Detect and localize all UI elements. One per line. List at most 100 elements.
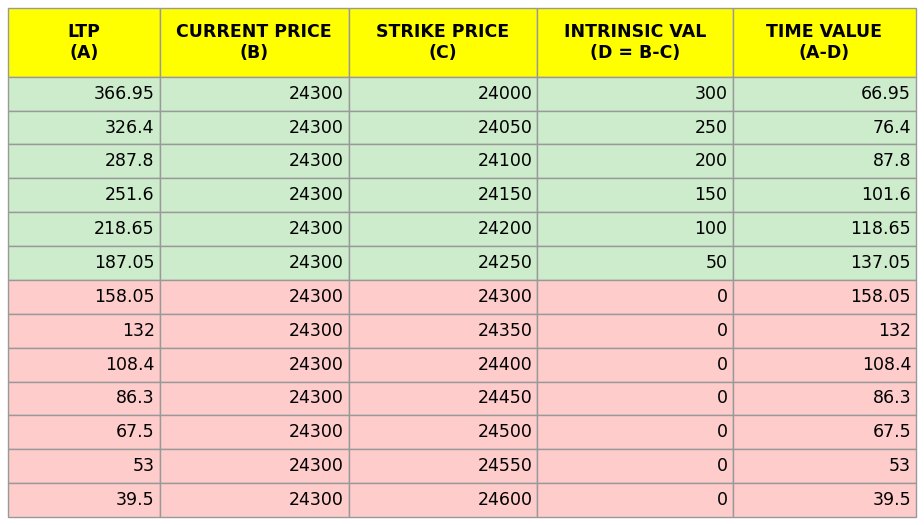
Text: 158.05: 158.05	[850, 288, 911, 306]
Text: 200: 200	[695, 152, 727, 171]
Bar	[160, 246, 348, 280]
Text: 132: 132	[122, 322, 154, 340]
Bar	[160, 483, 348, 517]
Bar	[8, 212, 160, 246]
Text: 132: 132	[878, 322, 911, 340]
Text: 24050: 24050	[478, 119, 532, 136]
Text: LTP
(A): LTP (A)	[67, 23, 101, 62]
Bar	[348, 246, 538, 280]
Text: 24500: 24500	[478, 423, 532, 442]
Bar	[348, 144, 538, 178]
Bar	[538, 77, 733, 111]
Bar	[538, 280, 733, 314]
Bar	[348, 449, 538, 483]
Bar	[8, 382, 160, 415]
Bar	[538, 314, 733, 348]
Bar	[538, 212, 733, 246]
Bar	[733, 246, 916, 280]
Bar	[348, 111, 538, 144]
Bar	[160, 382, 348, 415]
Text: 0: 0	[717, 288, 727, 306]
Text: 24600: 24600	[478, 491, 532, 509]
Text: 24150: 24150	[478, 186, 532, 204]
Text: 251.6: 251.6	[105, 186, 154, 204]
Bar	[733, 212, 916, 246]
Text: 0: 0	[717, 423, 727, 442]
Text: 24250: 24250	[478, 254, 532, 272]
Bar	[160, 77, 348, 111]
Text: 24300: 24300	[288, 152, 344, 171]
Text: 0: 0	[717, 457, 727, 475]
Text: 50: 50	[706, 254, 727, 272]
Text: 287.8: 287.8	[105, 152, 154, 171]
Bar	[8, 483, 160, 517]
Text: 24550: 24550	[478, 457, 532, 475]
Text: 39.5: 39.5	[116, 491, 154, 509]
Bar	[160, 212, 348, 246]
Text: 24300: 24300	[288, 288, 344, 306]
Bar	[348, 8, 538, 77]
Bar	[538, 246, 733, 280]
Bar	[348, 314, 538, 348]
Bar	[348, 77, 538, 111]
Text: 24300: 24300	[288, 254, 344, 272]
Bar	[538, 415, 733, 449]
Bar	[160, 415, 348, 449]
Bar	[538, 483, 733, 517]
Bar	[538, 8, 733, 77]
Bar	[8, 111, 160, 144]
Bar	[733, 449, 916, 483]
Text: 86.3: 86.3	[872, 390, 911, 407]
Bar	[8, 178, 160, 212]
Text: 118.65: 118.65	[850, 220, 911, 238]
Bar	[538, 178, 733, 212]
Bar	[160, 348, 348, 382]
Bar	[8, 449, 160, 483]
Bar	[348, 483, 538, 517]
Text: 24300: 24300	[288, 85, 344, 103]
Text: 66.95: 66.95	[861, 85, 911, 103]
Text: 24300: 24300	[288, 186, 344, 204]
Bar	[733, 111, 916, 144]
Text: 24200: 24200	[478, 220, 532, 238]
Text: 150: 150	[695, 186, 727, 204]
Text: 67.5: 67.5	[116, 423, 154, 442]
Bar	[8, 8, 160, 77]
Bar	[8, 314, 160, 348]
Bar	[160, 314, 348, 348]
Text: 53: 53	[133, 457, 154, 475]
Text: 250: 250	[695, 119, 727, 136]
Bar	[348, 178, 538, 212]
Bar	[733, 348, 916, 382]
Text: 0: 0	[717, 390, 727, 407]
Text: STRIKE PRICE
(C): STRIKE PRICE (C)	[376, 23, 509, 62]
Bar	[538, 449, 733, 483]
Text: 53: 53	[889, 457, 911, 475]
Bar	[160, 111, 348, 144]
Bar	[733, 483, 916, 517]
Text: 24300: 24300	[288, 322, 344, 340]
Bar	[160, 449, 348, 483]
Text: 0: 0	[717, 322, 727, 340]
Text: INTRINSIC VAL
(D = B-C): INTRINSIC VAL (D = B-C)	[564, 23, 706, 62]
Text: 100: 100	[695, 220, 727, 238]
Text: 137.05: 137.05	[850, 254, 911, 272]
Text: 24350: 24350	[478, 322, 532, 340]
Text: 24300: 24300	[288, 390, 344, 407]
Bar	[733, 144, 916, 178]
Text: 0: 0	[717, 355, 727, 374]
Bar	[160, 8, 348, 77]
Text: 24000: 24000	[478, 85, 532, 103]
Text: 218.65: 218.65	[94, 220, 154, 238]
Text: 24400: 24400	[478, 355, 532, 374]
Bar	[733, 8, 916, 77]
Bar	[733, 77, 916, 111]
Text: 24300: 24300	[288, 119, 344, 136]
Text: 187.05: 187.05	[94, 254, 154, 272]
Text: 67.5: 67.5	[872, 423, 911, 442]
Text: 24300: 24300	[288, 355, 344, 374]
Text: 24300: 24300	[478, 288, 532, 306]
Bar	[733, 415, 916, 449]
Text: 366.95: 366.95	[93, 85, 154, 103]
Text: 24300: 24300	[288, 491, 344, 509]
